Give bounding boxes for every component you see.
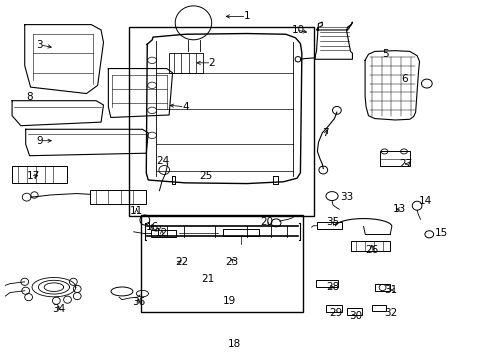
Text: 32: 32 bbox=[383, 308, 396, 318]
Text: 16: 16 bbox=[145, 222, 159, 232]
Text: 6: 6 bbox=[401, 74, 407, 84]
Bar bbox=[374, 284, 389, 292]
Text: 2: 2 bbox=[208, 58, 215, 68]
Text: 9: 9 bbox=[36, 136, 43, 146]
Text: 11: 11 bbox=[130, 206, 143, 216]
Bar bbox=[151, 230, 176, 237]
Text: 7: 7 bbox=[322, 128, 328, 138]
Text: 31: 31 bbox=[384, 285, 397, 295]
Bar bbox=[12, 166, 67, 183]
Bar bbox=[351, 242, 389, 251]
Text: 3: 3 bbox=[36, 40, 43, 50]
Text: 15: 15 bbox=[434, 228, 447, 238]
Text: 35: 35 bbox=[325, 217, 339, 227]
Bar bbox=[222, 229, 259, 237]
Bar bbox=[141, 215, 302, 312]
Text: 10: 10 bbox=[291, 25, 305, 35]
Text: 20: 20 bbox=[260, 217, 273, 227]
Text: 4: 4 bbox=[182, 102, 188, 112]
Bar bbox=[316, 280, 337, 287]
Text: 34: 34 bbox=[52, 304, 65, 314]
Text: 19: 19 bbox=[223, 296, 236, 306]
Bar bbox=[317, 222, 341, 229]
Text: 13: 13 bbox=[392, 204, 405, 214]
Text: 22: 22 bbox=[175, 257, 188, 267]
Text: 12: 12 bbox=[155, 228, 168, 238]
Text: 25: 25 bbox=[199, 171, 212, 181]
Text: 18: 18 bbox=[228, 339, 241, 349]
Text: 5: 5 bbox=[382, 49, 388, 59]
Text: 33: 33 bbox=[339, 192, 352, 202]
Text: 1: 1 bbox=[243, 12, 250, 21]
Text: 21: 21 bbox=[201, 274, 214, 284]
Bar bbox=[325, 305, 341, 312]
Text: 26: 26 bbox=[365, 245, 378, 255]
Text: 24: 24 bbox=[156, 157, 169, 166]
Text: 8: 8 bbox=[26, 92, 33, 102]
Bar bbox=[128, 27, 313, 216]
Text: 28: 28 bbox=[325, 282, 339, 292]
Text: 27: 27 bbox=[398, 159, 411, 169]
Bar bbox=[90, 190, 146, 204]
Text: 36: 36 bbox=[132, 297, 145, 307]
Bar bbox=[346, 308, 362, 315]
Text: 17: 17 bbox=[27, 171, 40, 181]
Bar bbox=[169, 53, 203, 73]
Text: 30: 30 bbox=[348, 311, 361, 321]
Bar bbox=[371, 305, 386, 311]
Text: 14: 14 bbox=[418, 197, 431, 206]
Text: 29: 29 bbox=[328, 308, 342, 318]
Text: 23: 23 bbox=[225, 257, 238, 267]
Bar bbox=[379, 151, 409, 166]
